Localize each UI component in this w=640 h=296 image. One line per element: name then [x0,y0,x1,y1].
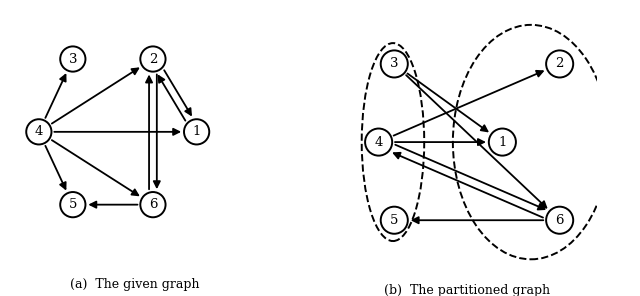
Text: 1: 1 [193,125,201,138]
Circle shape [184,119,209,144]
Circle shape [365,128,392,156]
Text: 6: 6 [556,214,564,227]
Circle shape [60,192,86,217]
Text: 3: 3 [68,52,77,65]
Circle shape [546,207,573,234]
Text: 3: 3 [390,57,399,70]
Text: 5: 5 [390,214,399,227]
Text: 4: 4 [35,125,43,138]
Circle shape [140,192,166,217]
Circle shape [140,46,166,72]
Text: 1: 1 [498,136,506,149]
Text: 5: 5 [68,198,77,211]
Circle shape [381,207,408,234]
Circle shape [546,50,573,78]
Text: (a)  The given graph: (a) The given graph [70,278,199,291]
Text: 2: 2 [148,52,157,65]
Text: (b)  The partitioned graph: (b) The partitioned graph [384,284,550,296]
Text: 2: 2 [556,57,564,70]
Text: 6: 6 [148,198,157,211]
Circle shape [489,128,516,156]
Text: 4: 4 [374,136,383,149]
Circle shape [60,46,86,72]
Circle shape [26,119,51,144]
Circle shape [381,50,408,78]
